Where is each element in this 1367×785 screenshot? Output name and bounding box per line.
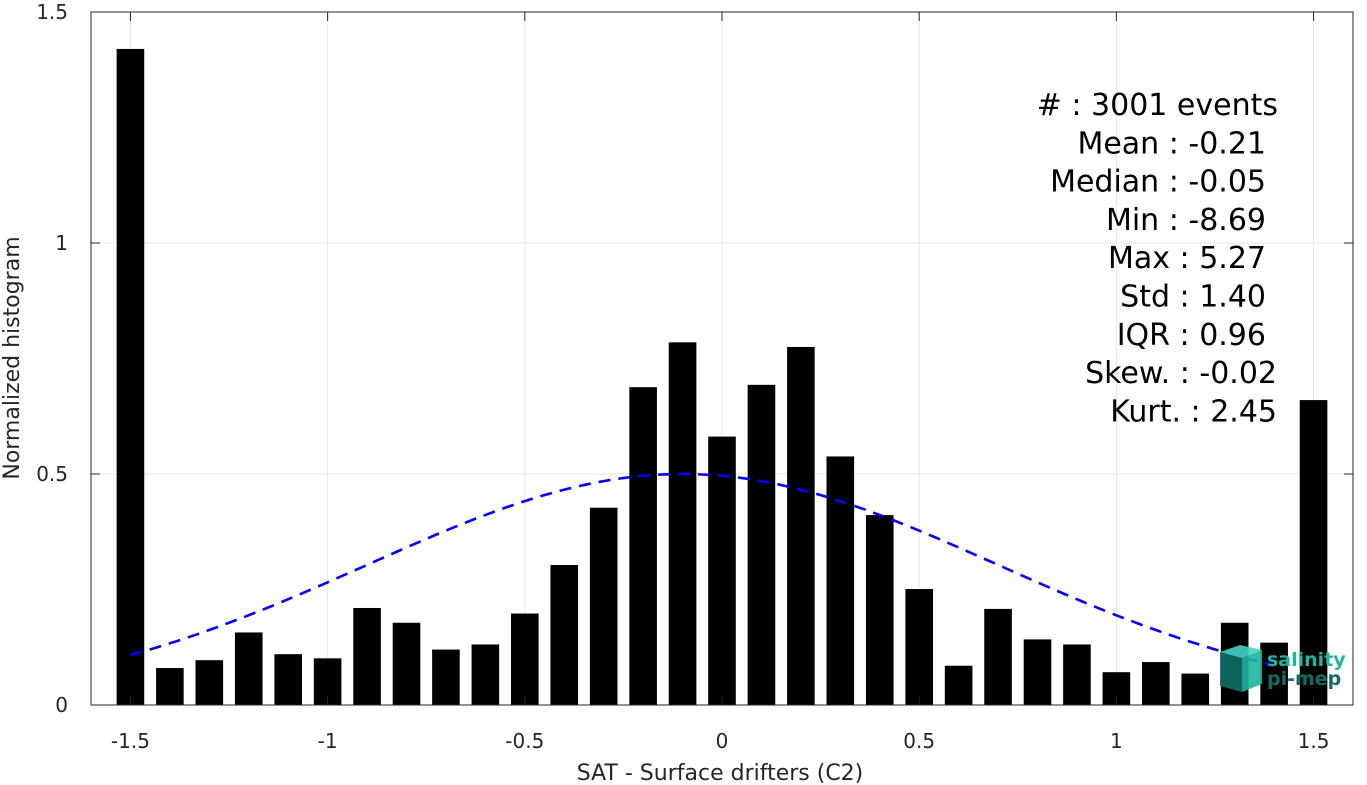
histogram-bar xyxy=(826,456,855,705)
histogram-bar xyxy=(195,660,224,705)
histogram-bar xyxy=(471,644,500,705)
y-tick-label: 1 xyxy=(55,231,68,255)
stat-line: Min : -8.69 xyxy=(1106,203,1266,238)
x-tick-label: 1 xyxy=(1110,729,1123,753)
histogram-bar xyxy=(984,608,1012,705)
x-tick-label: 1.5 xyxy=(1298,729,1330,753)
bars xyxy=(116,48,1328,705)
x-tick-label: -1.5 xyxy=(111,729,150,753)
salinity-pi-mep-logo: salinity pi-mep xyxy=(1220,645,1346,692)
logo-cube-left xyxy=(1220,652,1242,692)
stat-line: Kurt. : 2.45 xyxy=(1110,394,1277,429)
x-tick-label: -1 xyxy=(318,729,338,753)
histogram-bar xyxy=(905,589,933,705)
histogram-bar xyxy=(865,515,894,705)
histogram-bar xyxy=(432,649,460,705)
x-tick-label: 0.5 xyxy=(903,729,935,753)
y-tick-label: 1.5 xyxy=(36,0,68,24)
logo-cube-right xyxy=(1242,650,1262,692)
histogram-bar xyxy=(116,48,145,705)
histogram-bar xyxy=(1260,642,1288,705)
stat-line: IQR : 0.96 xyxy=(1117,318,1266,353)
histogram-bar xyxy=(156,668,184,705)
histogram-bar xyxy=(708,436,736,705)
axis-ticks xyxy=(91,11,1353,706)
histogram-bar xyxy=(1063,644,1091,705)
histogram-bar xyxy=(550,565,579,705)
histogram-bar xyxy=(234,632,263,705)
histogram-bar xyxy=(747,384,776,705)
histogram-bar xyxy=(1299,400,1328,705)
histogram-bar xyxy=(668,342,697,705)
logo-cube-top xyxy=(1220,645,1262,658)
y-tick-label: 0.5 xyxy=(36,462,68,486)
histogram-bar xyxy=(1023,639,1052,705)
logo-text-line1: salinity xyxy=(1267,649,1346,671)
histogram-bar xyxy=(1142,662,1170,705)
stat-line: Median : -0.05 xyxy=(1050,165,1266,200)
y-tick-label: 0 xyxy=(55,693,68,717)
x-tick-label: -0.5 xyxy=(505,729,544,753)
histogram-bar xyxy=(392,622,421,705)
histogram-bar xyxy=(1181,673,1210,705)
x-tick-label: 0 xyxy=(716,729,729,753)
y-axis-label: Normalized histogram xyxy=(0,236,25,479)
stat-line: # : 3001 events xyxy=(1037,88,1278,123)
stat-line: Skew. : -0.02 xyxy=(1085,356,1277,391)
logo-text-line2: pi-mep xyxy=(1267,668,1341,690)
histogram-bar xyxy=(274,654,302,705)
histogram-bar xyxy=(944,665,973,705)
histogram-bar xyxy=(787,346,815,705)
histogram-bar xyxy=(353,607,381,705)
tick-labels: -1.5 -1 -0.5 0 0.5 1 1.5 0 0.5 1 1.5 xyxy=(36,0,1329,753)
stat-line: Std : 1.40 xyxy=(1120,280,1266,315)
gaussian-fit-curve xyxy=(130,472,1275,667)
stat-line: Mean : -0.21 xyxy=(1077,126,1266,161)
histogram-bar xyxy=(511,613,539,705)
histogram-bar xyxy=(629,387,657,705)
x-axis-label: SAT - Surface drifters (C2) xyxy=(577,761,864,785)
histogram-bar xyxy=(589,507,618,705)
stat-line: Max : 5.27 xyxy=(1108,241,1266,276)
